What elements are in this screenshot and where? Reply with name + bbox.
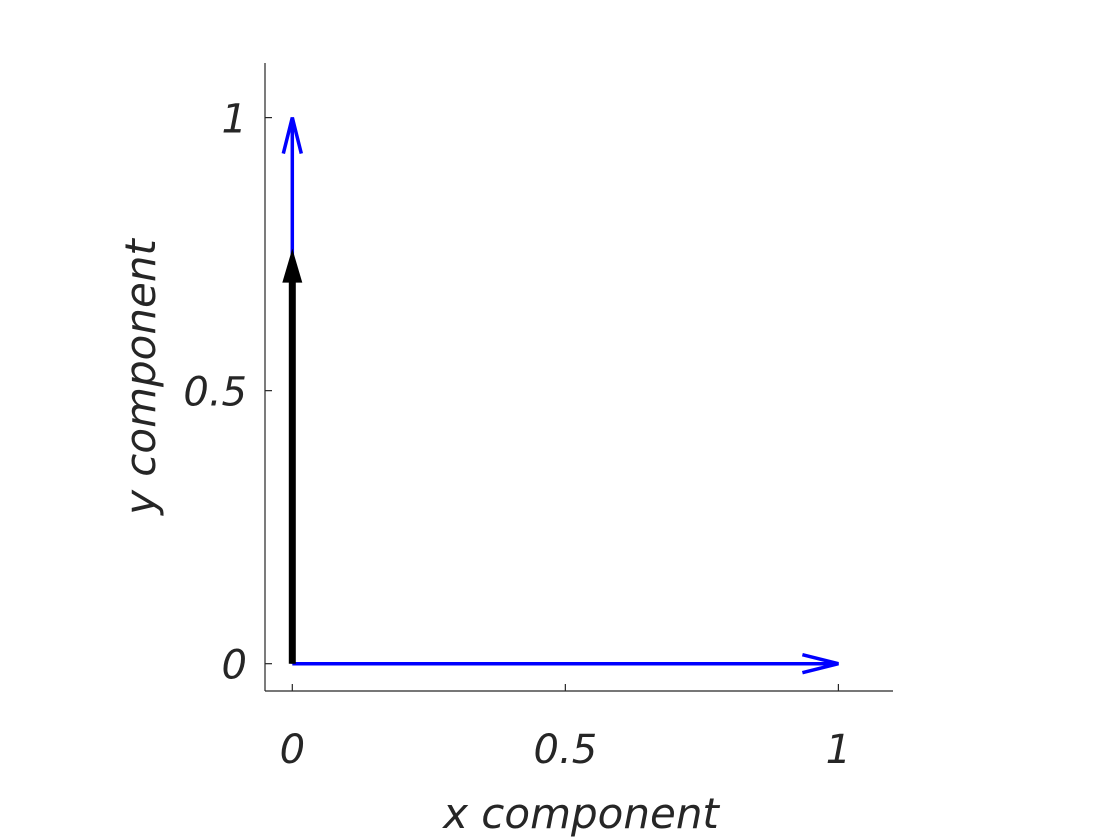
axes: 0 0.5 1 00.51	[183, 63, 893, 773]
vector-arrow	[292, 652, 839, 675]
y-axis-ticks: 00.51	[183, 97, 272, 689]
x-axis-label: x component	[441, 789, 720, 838]
y-tick-label: 0	[222, 643, 247, 689]
x-tick-label: 0.5	[534, 727, 598, 773]
y-tick-label: 1	[222, 97, 247, 143]
y-axis-label: y component	[116, 238, 165, 517]
vector-head	[282, 248, 303, 283]
vector-head	[281, 117, 304, 155]
x-tick-label: 1	[826, 727, 851, 773]
vector-arrow	[282, 248, 303, 664]
x-axis-ticks: 0 0.5 1	[280, 684, 851, 773]
vector-head	[801, 652, 839, 675]
x-tick-label: 0	[280, 727, 305, 773]
y-tick-label: 0.5	[183, 370, 247, 416]
vectors-group	[281, 117, 839, 675]
